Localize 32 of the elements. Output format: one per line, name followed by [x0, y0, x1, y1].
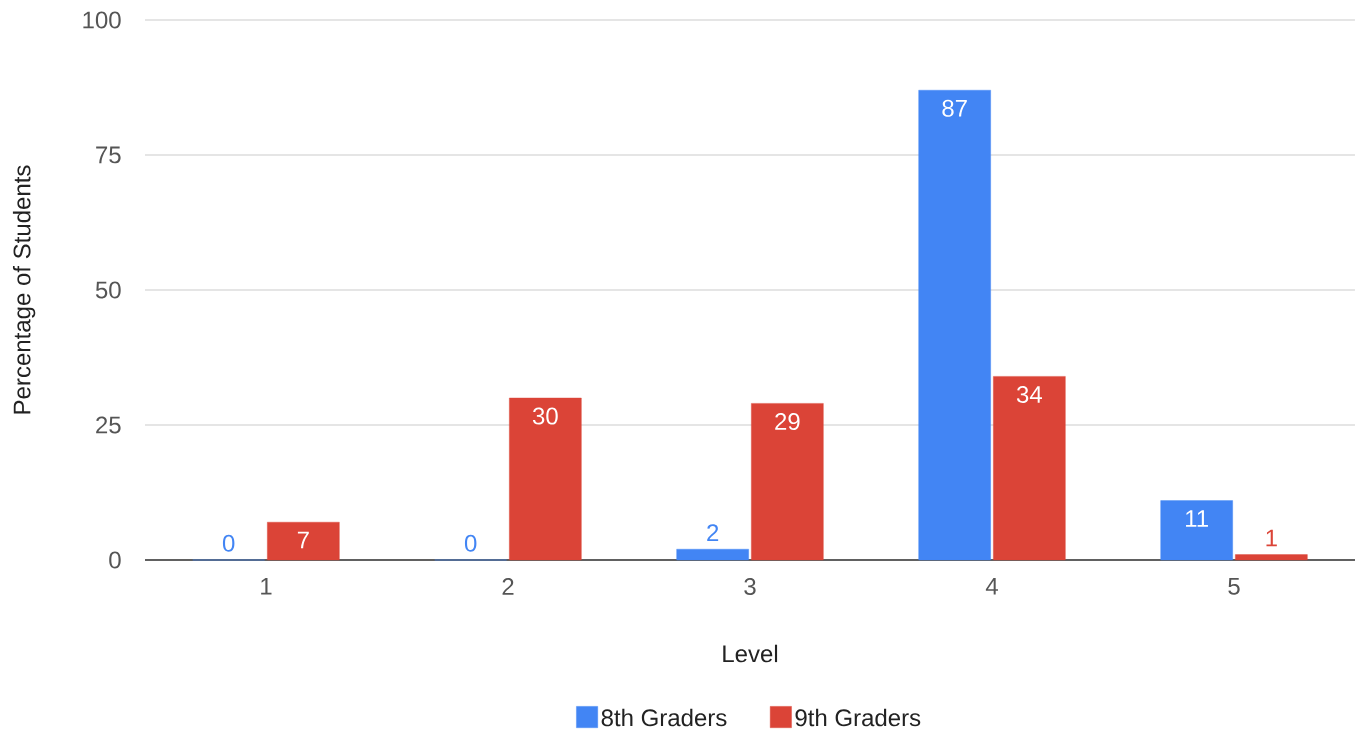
- bar: [751, 403, 824, 561]
- bar: [1235, 554, 1308, 561]
- x-tick-label: 4: [985, 578, 998, 595]
- data-label: 1: [1266, 529, 1277, 547]
- data-label: 0: [464, 534, 477, 552]
- y-tick-label: 75: [96, 146, 121, 164]
- x-tick-label: 5: [1228, 578, 1240, 595]
- bar: [509, 397, 582, 561]
- bar: [1160, 500, 1233, 561]
- data-label: 87: [942, 99, 967, 117]
- legend-label: 8th Graders: [601, 708, 727, 727]
- x-axis-title: Level: [723, 644, 778, 663]
- bar: [918, 90, 991, 561]
- y-tick-label: 25: [96, 416, 121, 434]
- x-tick-label: 3: [744, 578, 756, 596]
- y-tick-label: 50: [95, 281, 121, 299]
- bar: [676, 549, 749, 561]
- bar: [267, 522, 340, 561]
- data-label: 29: [775, 412, 800, 430]
- data-label: 11: [1186, 510, 1208, 527]
- x-tick-label: 2: [502, 578, 514, 595]
- bar: [993, 376, 1066, 561]
- y-tick-label: 100: [83, 11, 121, 29]
- data-label: 2: [707, 524, 719, 541]
- data-label: 30: [532, 407, 558, 425]
- legend-label: 9th Graders: [795, 708, 921, 727]
- y-tick-label: 0: [109, 551, 121, 569]
- y-axis-title: Percentage of Students: [12, 165, 36, 414]
- x-tick-label: 1: [261, 578, 272, 595]
- data-label: 34: [1016, 385, 1042, 403]
- data-label: 7: [297, 531, 309, 549]
- data-label: 0: [222, 534, 235, 552]
